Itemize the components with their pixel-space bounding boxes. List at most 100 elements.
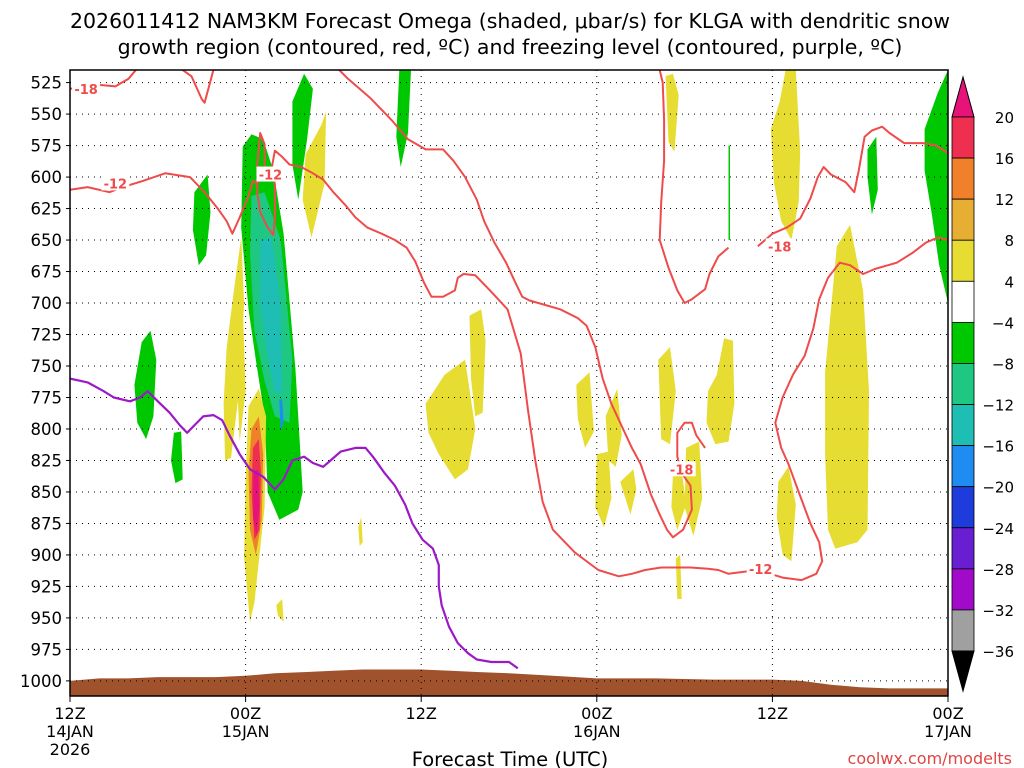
omega-region [192,174,211,266]
x-tick-label: 12Z [406,704,437,723]
y-tick-label: 775 [31,388,63,407]
colorbar-label: −12 [982,397,1014,415]
chart-title-line1: 2026011412 NAM3KM Forecast Omega (shaded… [70,9,950,33]
omega-region [770,70,801,240]
contour-label-bg [101,175,130,191]
omega-region [223,237,245,461]
contour-label-bg [765,238,794,254]
colorbar-bin [951,321,975,364]
contour-label-bg [72,80,101,96]
colorbar-bin [951,157,975,200]
y-tick-label: 875 [31,514,63,533]
omega-region [728,145,730,240]
colorbar-label: −28 [982,561,1014,579]
omega-region [469,309,486,417]
colorbar-bin [951,239,975,282]
colorbar-bin [951,198,975,241]
omega-region [924,70,948,303]
x-tick-label: 12Z [757,704,788,723]
omega-region [706,338,735,445]
plot-content: -18 -12 -12 -18 -18 -12 [70,70,948,696]
colorbar-bin [951,116,975,159]
contour-label-text: -18 [768,240,792,255]
y-tick-label: 950 [31,609,63,628]
omega-region [260,237,283,394]
omega-region [276,599,284,622]
y-tick-label: 800 [31,420,63,439]
contour-label: -18 [72,80,101,98]
colorbar-bottom-extend [951,650,975,693]
omega-region [279,398,284,432]
omega-region [134,330,157,440]
omega-region [675,554,682,599]
contour-label: -12 [101,175,130,192]
x-axis-label: Forecast Time (UTC) [412,748,609,768]
y-tick-label: 1000 [20,672,62,691]
x-tick-label: 16JAN [573,722,621,741]
contour-label-text: -12 [104,177,128,192]
plot-frame [69,69,949,697]
contour-label: -12 [746,560,775,578]
omega-region [425,359,476,480]
y-tick-label: 925 [31,577,63,596]
dgz-contour [757,125,948,248]
freezing-level-contour [70,377,519,670]
contour-label: -18 [765,238,794,255]
omega-region [665,73,679,152]
colorbar-bin [951,363,975,405]
x-tick-label: 15JAN [222,722,270,741]
y-tick-label: 600 [31,168,63,187]
colorbar-label: 12 [995,191,1014,209]
x-tick-label: 14JAN [46,722,94,741]
omega-region [233,303,246,442]
omega-region [576,372,594,448]
colorbar-label: 8 [1004,232,1014,250]
contour-label-bg [667,461,696,477]
omega-region [658,347,676,445]
y-tick-label: 975 [31,640,63,659]
y-tick-label: 850 [31,483,63,502]
colorbar-label: −8 [992,355,1014,373]
colorbar-label: −16 [982,438,1014,456]
colorbar-bin [951,445,975,488]
contour-label-text: -12 [749,563,773,578]
dgz-contour [337,70,706,539]
contour-label-text: -12 [259,169,283,184]
colorbar-bin [951,609,975,652]
y-tick-label: 550 [31,105,63,124]
colorbar-label: 16 [995,150,1014,168]
contour-label-bg [746,560,775,576]
x-tick-label: 00Z [581,704,612,723]
colorbar-bin [951,280,975,323]
contour-label-text: -18 [670,463,694,478]
omega-region [776,466,796,562]
colorbar-label: −32 [982,602,1014,620]
omega-region [292,73,313,200]
contour-label: -18 [667,461,696,478]
colorbar-bin [951,568,975,611]
omega-region [396,70,411,167]
contour-label-text: -18 [74,83,98,98]
y-tick-label: 650 [31,231,63,250]
x-tick-label: 00Z [230,704,261,723]
x-tick-label: 12Z [54,704,85,723]
colorbar-label: −20 [982,479,1014,497]
y-tick-label: 525 [31,74,63,93]
colorbar-label: −36 [982,643,1014,661]
colorbar-bin [951,527,975,570]
omega-region [671,470,687,530]
x-tick-label: 17JAN [924,722,972,741]
colorbar-top-extend [951,75,975,118]
y-tick-label: 575 [31,137,63,156]
contour-label: -12 [256,166,285,184]
x-tick-label: 00Z [932,704,963,723]
omega-region [358,517,363,547]
credit-text: coolwx.com/modelts [848,749,1012,768]
omega-core [252,469,260,536]
colorbar-bin [951,486,975,529]
omega-region [867,136,878,215]
terrain-fill [70,669,948,696]
x-tick-label: 2026 [50,740,91,759]
